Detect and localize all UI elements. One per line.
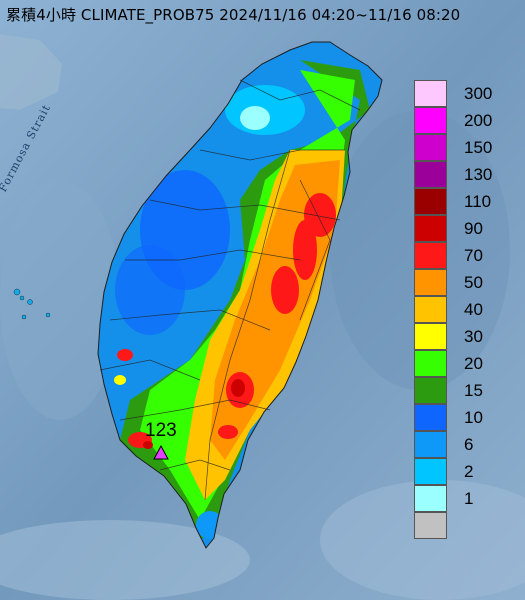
legend-row: 1 (414, 485, 518, 512)
legend-row: 15 (414, 377, 518, 404)
legend-swatch (414, 485, 447, 512)
legend-swatch (414, 242, 447, 269)
legend-swatch (414, 350, 447, 377)
legend-row: 30 (414, 323, 518, 350)
legend-label: 6 (464, 435, 474, 454)
legend-row: 2 (414, 458, 518, 485)
legend-label: 130 (464, 165, 493, 184)
legend-swatch (414, 215, 447, 242)
legend-label: 200 (464, 111, 493, 130)
legend-row: 90 (414, 215, 518, 242)
legend-swatch (414, 404, 447, 431)
legend-swatch (414, 80, 447, 107)
legend-label: 20 (464, 354, 483, 373)
legend-row: 150 (414, 134, 518, 161)
legend-row: 110 (414, 188, 518, 215)
legend-row: 10 (414, 404, 518, 431)
map-title: 累積4小時 CLIMATE_PROB75 2024/11/16 04:20~11… (6, 6, 461, 24)
legend-label: 90 (464, 219, 483, 238)
legend-row: 40 (414, 296, 518, 323)
legend-row: 20 (414, 350, 518, 377)
legend-row (414, 512, 518, 539)
legend-row: 200 (414, 107, 518, 134)
legend-swatch (414, 269, 447, 296)
legend-swatch (414, 512, 447, 539)
color-legend: 300 200 150 130 110 90 70 50 40 30 20 15 10 6 2 1 (414, 80, 518, 539)
legend-row: 6 (414, 431, 518, 458)
legend-swatch (414, 323, 447, 350)
legend-swatch (414, 458, 447, 485)
legend-row: 300 (414, 80, 518, 107)
title-bar: 累積4小時 CLIMATE_PROB75 2024/11/16 04:20~11… (0, 0, 525, 30)
legend-row: 70 (414, 242, 518, 269)
legend-row: 50 (414, 269, 518, 296)
legend-swatch (414, 107, 447, 134)
legend-swatch (414, 134, 447, 161)
legend-label: 300 (464, 84, 493, 103)
legend-swatch (414, 296, 447, 323)
legend-label: 150 (464, 138, 493, 157)
legend-row: 130 (414, 161, 518, 188)
legend-label: 50 (464, 273, 483, 292)
legend-swatch (414, 431, 447, 458)
legend-label: 40 (464, 300, 483, 319)
legend-swatch (414, 188, 447, 215)
legend-label: 70 (464, 246, 483, 265)
legend-label: 15 (464, 381, 483, 400)
max-marker (153, 444, 169, 460)
legend-label: 2 (464, 462, 474, 481)
legend-label: 110 (464, 192, 492, 211)
max-value-label: 123 (145, 420, 177, 441)
legend-swatch (414, 377, 447, 404)
legend-label: 1 (464, 489, 474, 508)
legend-label: 30 (464, 327, 483, 346)
legend-swatch (414, 161, 447, 188)
legend-label: 10 (464, 408, 483, 427)
